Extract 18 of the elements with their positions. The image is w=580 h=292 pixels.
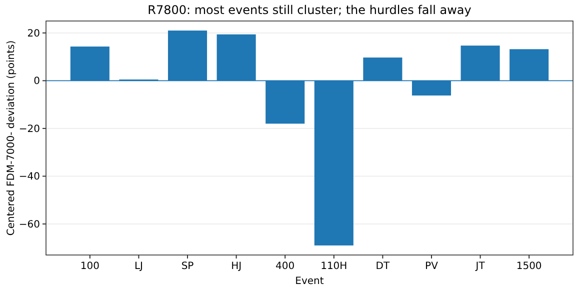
chart-title: R7800: most events still cluster; the hurdles fall away — [148, 3, 472, 17]
y-tick-label: 0 — [34, 76, 40, 88]
x-tick-label: 1500 — [516, 261, 542, 272]
x-tick-label: 100 — [80, 261, 100, 272]
x-tick-label: DT — [376, 261, 390, 272]
y-tick-label: −60 — [18, 219, 40, 230]
y-axis-title: Centered FDM-7000- deviation (points) — [6, 40, 17, 236]
y-tick-label: −20 — [18, 124, 40, 135]
y-tick-label: −40 — [18, 172, 40, 183]
x-tick-label: HJ — [231, 261, 242, 272]
x-tick-label: 400 — [276, 261, 295, 272]
x-axis-title: Event — [295, 276, 324, 287]
x-tick-label: 110H — [320, 261, 348, 272]
x-tick-label: SP — [181, 261, 194, 272]
x-tick-label: JT — [474, 261, 486, 272]
x-tick-label: PV — [425, 261, 438, 272]
y-tick-label: 20 — [27, 28, 40, 40]
x-tick-label: LJ — [134, 261, 143, 272]
